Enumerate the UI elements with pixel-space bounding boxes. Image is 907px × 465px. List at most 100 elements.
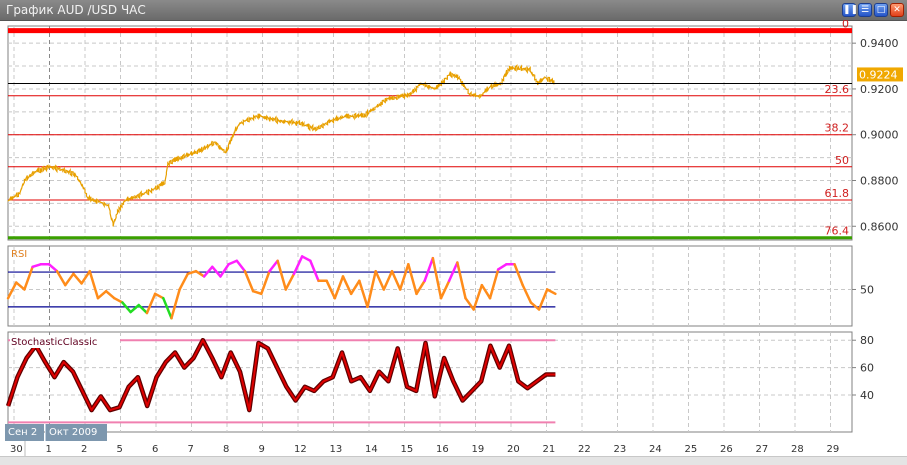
rsi-segment [137, 303, 149, 315]
x-tick-label: 26 [720, 444, 733, 455]
rsi-segment [268, 259, 279, 273]
fib-level-label: 61.8 [825, 187, 850, 200]
y-tick-label: 80 [860, 334, 874, 347]
rsi-segment [423, 256, 435, 283]
rsi-segment [333, 275, 345, 300]
stoch-title-bg [10, 335, 120, 348]
maximize-button[interactable]: □ [874, 3, 888, 17]
pause-button[interactable]: ❚❚ [842, 3, 859, 17]
rsi-segment [227, 259, 239, 266]
status-strip [0, 456, 907, 465]
tile-button[interactable]: ☰ [858, 3, 872, 17]
stoch-title: StochasticClassic [11, 337, 97, 348]
x-tick-label: 7 [188, 444, 194, 455]
last-price-box [857, 67, 903, 82]
rsi-title: RSI [11, 249, 27, 260]
rsi-segment [398, 263, 410, 291]
rsi-segment [407, 263, 418, 296]
rsi-segment [6, 281, 18, 300]
rsi-segment [276, 259, 288, 291]
rsi-segment [243, 269, 255, 293]
rsi-segment [47, 263, 59, 273]
fib-level-label: 50 [835, 154, 849, 167]
x-tick-label: 6 [152, 444, 158, 455]
rsi-segment [358, 279, 369, 309]
x-tick-label: 1 [46, 444, 52, 455]
rsi-segment [251, 289, 263, 296]
rsi-segment [439, 279, 451, 300]
y-tick-label: 0.8800 [860, 174, 899, 187]
x-tick-label: 29 [827, 444, 840, 455]
price-series [7, 64, 556, 227]
rsi-segment [23, 265, 34, 291]
rsi-segment [415, 279, 426, 296]
rsi-segment [496, 263, 508, 271]
rsi-segment [80, 269, 92, 285]
close-icon: ✕ [893, 5, 901, 15]
panel-frame-2 [7, 331, 853, 433]
rsi-segment [235, 259, 247, 273]
x-tick-label: 27 [756, 444, 769, 455]
rsi-segment [529, 301, 541, 311]
rsi-segment [480, 283, 492, 300]
rsi-segment [341, 275, 353, 296]
x-tick-label: 12 [294, 444, 307, 455]
rsi-segment [464, 296, 475, 311]
rsi-segment [211, 265, 222, 278]
rsi-segment [15, 281, 26, 291]
rsi-segment [202, 265, 214, 278]
x-tick-label: 28 [791, 444, 804, 455]
x-tick-label: 30 [10, 444, 23, 455]
date-label-current-month: Окт 2009 [45, 424, 107, 441]
rsi-segment [488, 268, 500, 300]
last-price-label: 0.9224 [859, 68, 898, 81]
rsi-segment [431, 256, 443, 300]
x-tick-label: 20 [507, 444, 520, 455]
rsi-segment [153, 292, 165, 300]
panel-frame-1 [7, 245, 853, 327]
x-tick-label: 9 [259, 444, 265, 455]
window-title: График AUD /USD ЧАС [6, 3, 146, 17]
rsi-segment [260, 269, 271, 296]
date-label-prev-month: Сен 2 [5, 424, 44, 441]
x-tick-label: 8 [223, 444, 229, 455]
rsi-segment [284, 272, 296, 291]
rsi-segment [145, 292, 157, 315]
y-tick-label: 50 [860, 283, 874, 296]
x-tick-label: 15 [401, 444, 414, 455]
pause-icon: ❚❚ [843, 5, 859, 15]
rsi-segment [170, 288, 181, 320]
rsi-segment [349, 279, 361, 296]
y-tick-label: 60 [860, 362, 874, 375]
rsi-segment [162, 296, 173, 320]
x-tick-label: 5 [117, 444, 123, 455]
chart-area[interactable]: 30 1 2 5 6 7 8 9 12 13 14 15 16 19 20 21 22 23 24 25 26 27 28 2… [0, 20, 907, 456]
rsi-segment [178, 272, 190, 291]
y-tick-label: 40 [860, 389, 874, 402]
tile-icon: ☰ [860, 5, 870, 15]
window-titlebar: График AUD /USD ЧАС ❚❚ ☰ □ ✕ [0, 0, 907, 21]
x-tick-label: 21 [543, 444, 556, 455]
x-tick-label: 14 [365, 444, 378, 455]
rsi-segment [390, 269, 402, 291]
y-tick-label: 0.8600 [860, 220, 899, 233]
x-tick-label: 22 [578, 444, 591, 455]
x-tick-label: 19 [472, 444, 485, 455]
x-tick-label: 23 [614, 444, 627, 455]
rsi-segment [537, 288, 549, 311]
rsi-segment [309, 259, 320, 283]
rsi-segment [96, 289, 108, 300]
fib-level-label: 76.4 [825, 225, 850, 238]
fib-level-label: 23.6 [825, 83, 850, 96]
close-button[interactable]: ✕ [890, 3, 904, 17]
x-tick-label: 24 [649, 444, 662, 455]
rsi-segment [545, 288, 557, 296]
rsi-segment [292, 255, 304, 276]
rsi-segment [447, 261, 459, 283]
x-tick-label: 13 [330, 444, 343, 455]
rsi-segment [456, 261, 467, 300]
rsi-segment [325, 279, 337, 300]
rsi-segment [55, 269, 67, 287]
rsi-segment [121, 301, 132, 314]
rsi-segment [72, 272, 83, 285]
